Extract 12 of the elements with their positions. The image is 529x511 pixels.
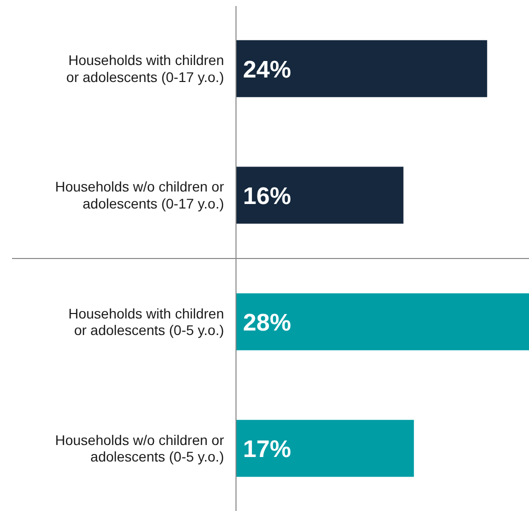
data-label: 16% xyxy=(243,182,292,210)
bar xyxy=(236,166,404,224)
y-tick-label: Households w/o children or adolescents (0-5 y.o.) xyxy=(55,432,224,465)
data-label: 24% xyxy=(243,56,292,84)
bar xyxy=(236,420,414,477)
data-label: 17% xyxy=(243,436,292,463)
y-tick-label: Households w/o children or adolescents (0-17 y.o.) xyxy=(55,178,224,212)
bar xyxy=(236,293,529,350)
y-tick-label: Households with children or adolescents (0-17 y.o.) xyxy=(66,52,224,85)
bar xyxy=(236,40,488,98)
data-label: 28% xyxy=(243,309,292,336)
y-tick-label: Households with children or adolescents (0-5 y.o.) xyxy=(68,305,224,338)
